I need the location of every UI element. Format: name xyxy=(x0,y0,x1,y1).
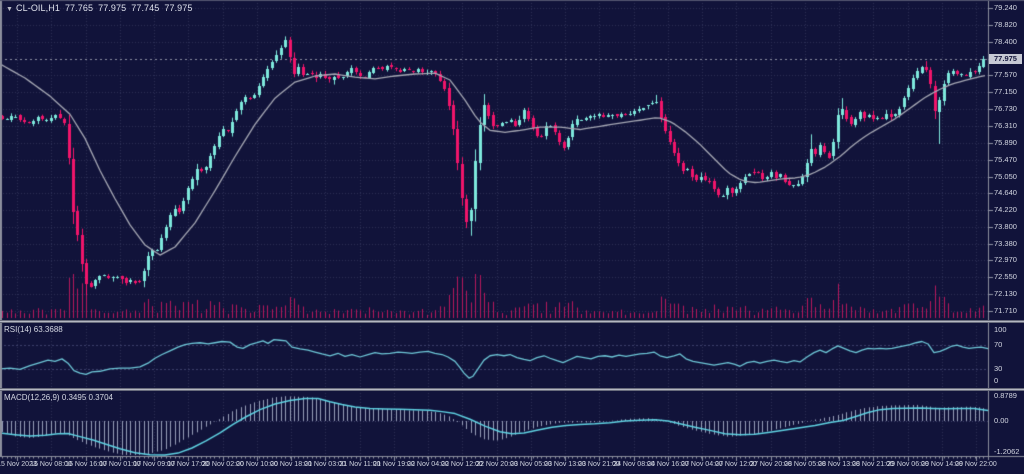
price-axis-label: 75.470 xyxy=(994,155,1017,164)
price-axis-label: 74.640 xyxy=(994,188,1017,197)
price-axis-label: 72.550 xyxy=(994,272,1017,281)
macd-scale-label: -1.2062 xyxy=(994,447,1020,456)
price-axis-label: 78.400 xyxy=(994,37,1017,46)
time-axis-label: 23 Nov 05:00 xyxy=(510,461,552,468)
price-axis-label: 74.220 xyxy=(994,205,1017,214)
price-axis-label: 72.970 xyxy=(994,255,1017,264)
time-axis-label: 21 Nov 11:00 xyxy=(339,461,381,468)
time-axis-label: 20 Nov 10:00 xyxy=(236,461,278,468)
time-axis[interactable]: 15 Nov 2023 16 Nov 08:00 16 Nov 16:00 17 No… xyxy=(0,460,1024,474)
macd-scale-label: 0.00 xyxy=(994,416,1009,425)
price-axis-label: 79.240 xyxy=(994,3,1017,12)
time-axis-label: 24 Nov 16:00 xyxy=(647,461,689,468)
time-axis-label: 22 Nov 04:00 xyxy=(407,461,449,468)
time-axis-label: 28 Nov 13:00 xyxy=(818,461,860,468)
panel-separator-macd[interactable] xyxy=(0,388,1024,391)
time-axis-label: 15 Nov 2023 xyxy=(0,461,37,468)
price-axis-label: 71.710 xyxy=(994,306,1017,315)
rsi-scale-label: 70 xyxy=(994,340,1003,349)
time-axis-label: 17 Nov 09:00 xyxy=(133,461,175,468)
time-axis-label: 24 Nov 08:00 xyxy=(613,461,655,468)
time-axis-label: 22 Nov 12:00 xyxy=(441,461,483,468)
current-price-badge: 77.975 xyxy=(989,54,1022,64)
time-axis-label: 21 Nov 19:00 xyxy=(373,461,415,468)
price-axis-label: 75.890 xyxy=(994,138,1017,147)
time-axis-label: 17 Nov 17:00 xyxy=(167,461,209,468)
panel-separator-rsi[interactable] xyxy=(0,320,1024,323)
price-axis-label: 77.570 xyxy=(994,70,1017,79)
time-axis-label: 16 Nov 08:00 xyxy=(30,461,72,468)
time-axis-label: 16 Nov 16:00 xyxy=(65,461,107,468)
price-axis-label: 78.820 xyxy=(994,20,1017,29)
time-axis-label: 28 Nov 21:00 xyxy=(852,461,894,468)
price-axis-label: 76.730 xyxy=(994,104,1017,113)
time-axis-label: 28 Nov 05:00 xyxy=(784,461,826,468)
time-axis-label: 27 Nov 04:00 xyxy=(681,461,723,468)
time-axis-label: 29 Nov 14:00 xyxy=(921,461,963,468)
time-axis-label: 23 Nov 13:00 xyxy=(544,461,586,468)
time-axis-label: 27 Nov 12:00 xyxy=(715,461,757,468)
price-axis-label: 76.310 xyxy=(994,121,1017,130)
time-axis-label: 20 Nov 18:00 xyxy=(270,461,312,468)
rsi-scale-label: 0 xyxy=(994,376,999,385)
rsi-scale-label: 30 xyxy=(994,364,1003,373)
rsi-scale-label: 100 xyxy=(994,325,1007,334)
time-axis-label: 29 Nov 06:00 xyxy=(887,461,929,468)
time-axis-label: 22 Nov 20:00 xyxy=(476,461,518,468)
time-axis-label: 23 Nov 21:00 xyxy=(578,461,620,468)
price-axis-label: 73.800 xyxy=(994,222,1017,231)
price-axis[interactable]: 79.240 78.820 78.400 77.570 77.150 76.730 76.3… xyxy=(990,0,1024,456)
time-axis-label: 21 Nov 03:00 xyxy=(304,461,346,468)
price-axis-label: 75.050 xyxy=(994,172,1017,181)
macd-scale-label: 0.8789 xyxy=(994,391,1017,400)
time-axis-label: 29 Nov 22:00 xyxy=(955,461,997,468)
time-axis-label: 20 Nov 02:00 xyxy=(202,461,244,468)
price-axis-label: 72.130 xyxy=(994,289,1017,298)
price-axis-label: 77.150 xyxy=(994,87,1017,96)
time-axis-label: 27 Nov 20:00 xyxy=(750,461,792,468)
price-axis-label: 73.380 xyxy=(994,239,1017,248)
time-axis-label: 17 Nov 01:00 xyxy=(99,461,141,468)
